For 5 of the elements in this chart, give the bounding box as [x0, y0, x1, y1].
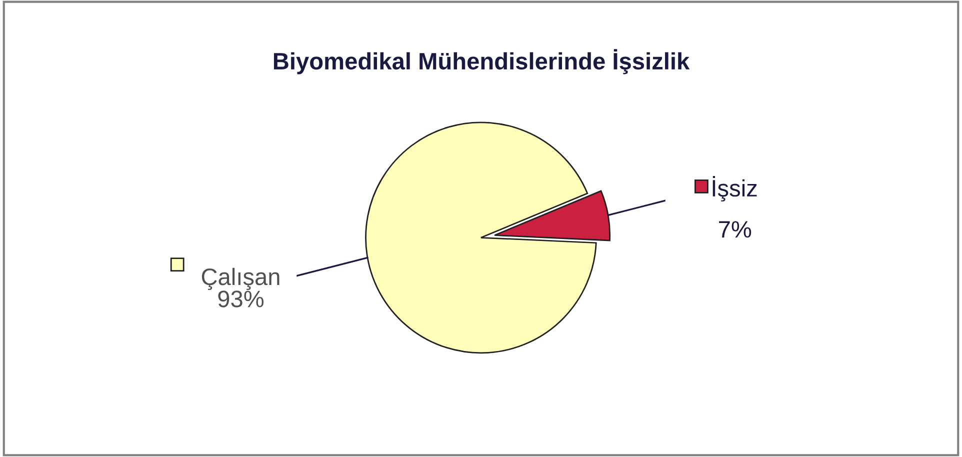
- data-label: 93%: [218, 290, 264, 308]
- chart-title: Biyomedikal Mühendislerinde İşsizlik: [274, 49, 690, 74]
- legend-label: İşsiz: [712, 176, 757, 202]
- legend-label: Çalışan: [202, 268, 280, 290]
- data-label: 7%: [719, 221, 752, 238]
